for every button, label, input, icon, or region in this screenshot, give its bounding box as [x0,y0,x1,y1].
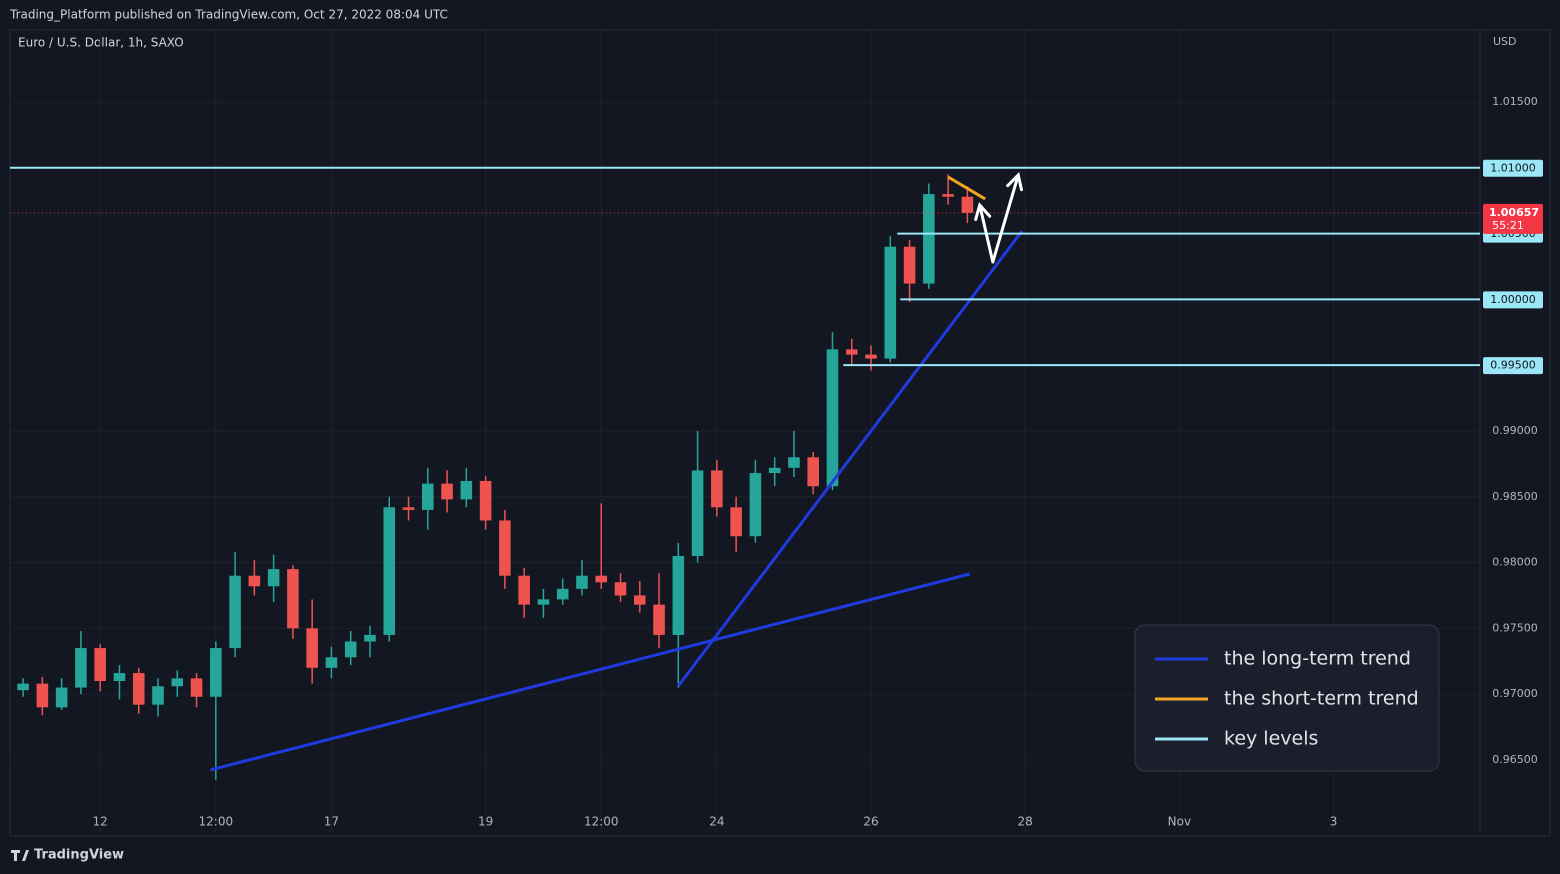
candle-body [826,349,839,487]
level-label-box [1483,291,1543,309]
candle-body [865,354,877,359]
legend: the long-term trend the short-term trend k… [1134,624,1440,772]
plot-area [10,30,1480,836]
candle-body [845,349,858,355]
trend-line [677,230,1024,687]
candle-body [55,687,68,708]
candle-body [576,575,588,589]
candle-body [441,483,453,500]
y-tick-label: 0.98000 [1492,556,1538,569]
candle-body [94,648,106,681]
y-tick-label: 1.01500 [1492,95,1538,108]
candle-body [768,467,781,474]
candle-body [364,634,376,642]
arrow [978,174,1020,264]
candle-body [961,196,974,213]
level-label: 1.00000 [1490,293,1536,306]
candle-body [36,683,49,708]
candle-body [210,648,222,697]
legend-box [1134,624,1440,772]
candle-body [788,457,800,468]
candle-body [691,470,704,556]
candle-body [306,628,318,668]
candle-body [556,588,569,600]
trend-line [947,175,986,201]
level-label: 1.01000 [1490,161,1536,174]
candle-body [113,673,126,681]
y-tick-label: 0.97500 [1492,621,1538,634]
x-tick-label: 19 [478,815,493,829]
arrow-head [1006,172,1023,192]
last-price-label: 1.00657 [1489,206,1539,219]
x-tick-label: 12:00 [584,815,619,829]
publisher: Trading_Platform published on TradingVie… [9,8,448,22]
x-tick-label: 28 [1018,815,1033,829]
candle-body [190,678,203,697]
last-price-box [1483,203,1543,234]
candle-body [749,473,762,537]
x-tick-label: Nov [1168,815,1191,829]
candle-body [75,648,87,688]
y-tick-label: 0.96500 [1492,753,1538,766]
x-tick-label: 24 [709,815,724,829]
x-tick-label: 3 [1330,815,1338,829]
candle-body [903,246,916,284]
candle-body [267,569,280,587]
candle-body [614,582,627,596]
x-tick-label: 26 [863,815,878,829]
candle-body [402,507,415,510]
candle-body [537,599,550,605]
legend-label: key levels [1224,728,1318,750]
candle-body [807,457,820,487]
candle-body [248,575,261,587]
level-label-box [1483,159,1543,177]
trend-line [210,572,971,772]
legend-label: the short-term trend [1224,688,1419,710]
candle-body [325,657,338,668]
legend-label: the long-term trend [1224,648,1411,670]
y-tick-label: 0.97000 [1492,687,1538,700]
candle-body [422,483,434,510]
frame [9,29,1551,837]
x-tick-label: 17 [324,815,339,829]
brand-logo [11,850,29,861]
candle-body [229,575,241,649]
candle-body [499,520,511,576]
candle-body [132,673,145,705]
candle-body [518,575,530,605]
candle-body [287,569,299,629]
candle-body [595,575,608,583]
x-tick-label: 12 [93,815,108,829]
level-label-box [1483,357,1543,375]
y-tick-label: 0.98500 [1492,490,1538,503]
candle-body [942,194,954,197]
arrow-head [974,201,992,221]
countdown-label: 55:21 [1492,219,1524,232]
candle-body [17,683,29,691]
candle-body [672,555,685,635]
candle-body [923,194,935,284]
brand: TradingView [34,848,124,863]
candle-body [460,480,473,500]
axes: 12 12:00 17 19 12:00 24 26 28 Nov 3 1.01500 0.99000… [93,95,1543,829]
y-axis-label: USD [1493,35,1517,48]
candle-body [653,604,665,635]
x-tick-label: 12:00 [199,815,234,829]
level-label: 0.99500 [1490,359,1536,372]
candle-body [730,507,742,537]
candle-body [479,480,492,521]
candle-body [633,595,646,605]
candle-body [344,641,357,658]
candle-body [884,246,897,359]
chart-title: Euro / U.S. Dollar, 1h, SAXO [18,36,184,50]
candle-body [383,507,396,635]
candle-body [152,686,164,705]
candle-body [711,470,723,508]
candle-body [171,678,184,687]
y-tick-label: 0.99000 [1492,424,1538,437]
